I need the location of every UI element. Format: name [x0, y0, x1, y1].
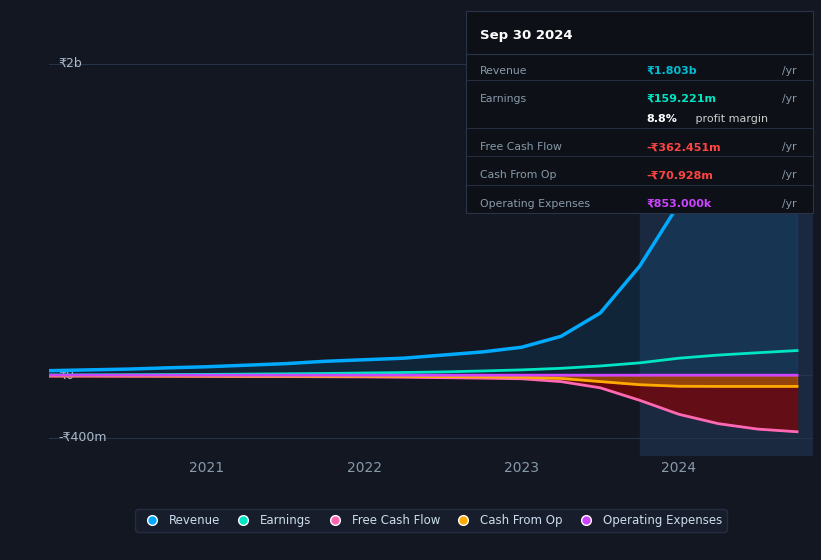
Text: /yr: /yr	[782, 94, 796, 104]
Text: ₹853.000k: ₹853.000k	[646, 199, 712, 209]
Text: /yr: /yr	[782, 170, 796, 180]
Text: profit margin: profit margin	[691, 114, 768, 124]
Text: ₹159.221m: ₹159.221m	[646, 94, 717, 104]
Text: ₹1.803b: ₹1.803b	[646, 66, 697, 76]
Text: ₹0: ₹0	[58, 369, 75, 382]
Bar	[640, 17, 813, 456]
Text: Free Cash Flow: Free Cash Flow	[480, 142, 562, 152]
Text: 8.8%: 8.8%	[646, 114, 677, 124]
Text: -₹362.451m: -₹362.451m	[646, 142, 721, 152]
Text: Cash From Op: Cash From Op	[480, 170, 557, 180]
Legend: Revenue, Earnings, Free Cash Flow, Cash From Op, Operating Expenses: Revenue, Earnings, Free Cash Flow, Cash …	[135, 510, 727, 532]
Text: /yr: /yr	[782, 66, 796, 76]
Text: /yr: /yr	[782, 199, 796, 209]
Text: Sep 30 2024: Sep 30 2024	[480, 29, 573, 43]
Text: -₹400m: -₹400m	[58, 431, 107, 444]
Text: /yr: /yr	[782, 142, 796, 152]
Text: -₹70.928m: -₹70.928m	[646, 170, 713, 180]
Text: Earnings: Earnings	[480, 94, 527, 104]
Text: ₹2b: ₹2b	[58, 57, 82, 70]
Text: Operating Expenses: Operating Expenses	[480, 199, 590, 209]
Text: Revenue: Revenue	[480, 66, 528, 76]
